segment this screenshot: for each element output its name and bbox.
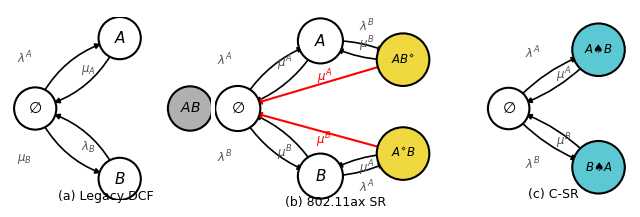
Circle shape [572, 141, 625, 194]
Text: $\lambda^A$: $\lambda^A$ [525, 45, 541, 61]
FancyArrowPatch shape [339, 49, 382, 60]
FancyArrowPatch shape [527, 66, 583, 102]
Text: $\lambda^A$: $\lambda^A$ [359, 179, 374, 196]
Text: $B$: $B$ [315, 168, 326, 184]
FancyArrowPatch shape [44, 126, 99, 173]
Circle shape [14, 87, 56, 130]
FancyArrowPatch shape [521, 122, 576, 159]
FancyArrowPatch shape [248, 48, 302, 93]
Text: $\mu^A$: $\mu^A$ [556, 66, 572, 85]
Text: $B$♠$A$: $B$♠$A$ [584, 161, 612, 174]
Text: (b) 802.11ax SR: (b) 802.11ax SR [285, 196, 386, 209]
Circle shape [298, 18, 343, 63]
Text: $B$: $B$ [114, 171, 125, 187]
FancyArrowPatch shape [56, 114, 111, 162]
Text: $\lambda^A$: $\lambda^A$ [216, 51, 232, 68]
Text: $\lambda^B$: $\lambda^B$ [525, 156, 541, 172]
FancyArrowPatch shape [56, 55, 111, 103]
FancyArrowPatch shape [257, 56, 311, 102]
FancyArrowPatch shape [44, 44, 99, 91]
Text: $\mu^A$: $\mu^A$ [317, 67, 332, 87]
Text: (a) Legacy DCF: (a) Legacy DCF [58, 190, 154, 203]
FancyArrowPatch shape [248, 124, 302, 169]
Text: $A^{\diamond}B$: $A^{\diamond}B$ [391, 147, 415, 160]
Text: $\lambda^B$: $\lambda^B$ [359, 18, 375, 34]
Text: $\lambda^B$: $\lambda^B$ [216, 149, 232, 166]
Text: $\mu^B$: $\mu^B$ [276, 144, 292, 163]
Circle shape [168, 86, 212, 131]
FancyArrowPatch shape [527, 115, 583, 151]
Circle shape [377, 33, 429, 86]
Text: $\mu_B$: $\mu_B$ [17, 152, 32, 166]
Circle shape [215, 86, 260, 131]
Text: $\mu^B$: $\mu^B$ [317, 130, 332, 150]
Text: $\lambda_B$: $\lambda_B$ [81, 140, 95, 155]
FancyArrowPatch shape [521, 58, 576, 95]
Text: $\mu^B$: $\mu^B$ [359, 35, 374, 54]
FancyArrowPatch shape [338, 155, 382, 167]
Text: $AB$: $AB$ [180, 102, 200, 115]
FancyArrowPatch shape [257, 115, 311, 161]
Text: $\mu_A$: $\mu_A$ [81, 63, 95, 77]
FancyArrowPatch shape [257, 66, 383, 104]
FancyArrowPatch shape [339, 164, 383, 176]
Circle shape [99, 17, 141, 59]
Text: $\mu^A$: $\mu^A$ [276, 54, 292, 73]
Text: $A$♠$B$: $A$♠$B$ [584, 43, 612, 56]
Text: (c) C-SR: (c) C-SR [528, 188, 579, 201]
Circle shape [572, 23, 625, 76]
Text: $\lambda^A$: $\lambda^A$ [17, 49, 33, 66]
Circle shape [99, 158, 141, 200]
Text: $\emptyset$: $\emptyset$ [231, 101, 245, 116]
Text: $\mu^A$: $\mu^A$ [359, 159, 374, 178]
Text: $\emptyset$: $\emptyset$ [28, 101, 42, 116]
Text: $A$: $A$ [113, 30, 126, 46]
FancyArrowPatch shape [339, 41, 383, 50]
Text: $\emptyset$: $\emptyset$ [502, 101, 516, 116]
FancyArrowPatch shape [257, 113, 383, 148]
Circle shape [377, 127, 429, 180]
Circle shape [298, 154, 343, 199]
Circle shape [488, 88, 529, 129]
Text: $A$: $A$ [314, 33, 326, 49]
Text: $AB^{\diamond}$: $AB^{\diamond}$ [391, 53, 415, 67]
Text: $\mu^B$: $\mu^B$ [556, 132, 572, 151]
